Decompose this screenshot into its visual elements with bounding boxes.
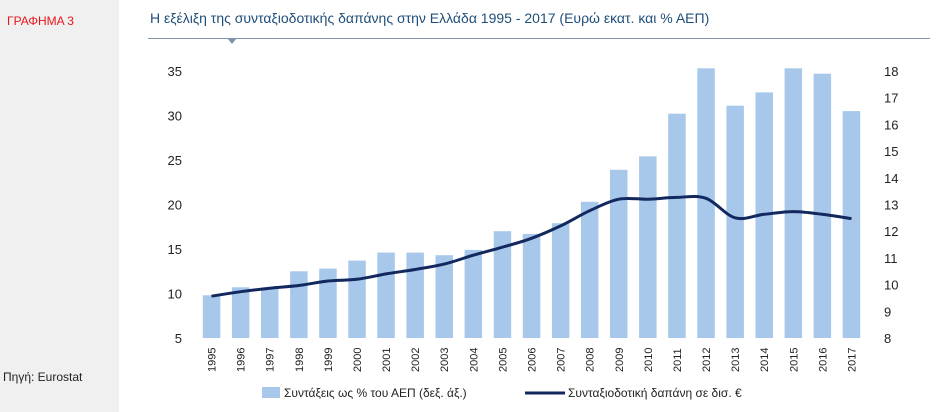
x-axis-tick: 2006 xyxy=(527,348,539,372)
bar-2003 xyxy=(435,255,453,338)
legend-bar-label: Συντάξεις ως % του ΑΕΠ (δεξ. άξ.) xyxy=(284,386,467,400)
right-axis-tick: 8 xyxy=(884,331,891,346)
x-axis-tick: 2017 xyxy=(847,348,859,372)
left-sidebar-panel: ΓΡΑΦΗΜΑ 3 Πηγή: Eurostat xyxy=(0,0,119,412)
right-axis-tick: 16 xyxy=(884,117,898,132)
bar-2008 xyxy=(580,201,599,338)
bar-2009 xyxy=(610,169,628,338)
bar-2012 xyxy=(697,68,715,339)
bar-2006 xyxy=(522,233,541,338)
bar-2002 xyxy=(406,252,424,338)
x-axis-tick: 1998 xyxy=(294,348,306,372)
bar-1997 xyxy=(261,287,279,338)
right-axis-tick: 14 xyxy=(884,171,898,186)
right-axis-tick: 13 xyxy=(884,198,898,213)
x-axis-tick: 2014 xyxy=(759,348,771,372)
left-axis-tick: 10 xyxy=(168,287,182,302)
x-axis-tick: 2001 xyxy=(381,348,393,372)
right-axis-tick: 15 xyxy=(884,144,898,159)
legend-line-label: Συνταξιοδοτική δαπάνη σε δισ. € xyxy=(568,386,742,400)
x-axis-tick: 2009 xyxy=(614,348,626,372)
x-axis-tick: 1997 xyxy=(265,348,277,372)
x-axis-tick: 1996 xyxy=(236,348,248,372)
x-axis-tick: 2000 xyxy=(352,348,364,372)
x-axis-tick: 2007 xyxy=(556,348,568,372)
left-axis-tick: 35 xyxy=(168,64,182,79)
chart-title: Η εξέλιξη της συνταξιοδοτικής δαπάνης στ… xyxy=(150,10,710,26)
x-axis-tick: 2011 xyxy=(672,348,684,372)
x-axis-tick: 2003 xyxy=(439,348,451,372)
right-axis-tick: 10 xyxy=(884,278,898,293)
bar-2017 xyxy=(842,111,861,338)
bar-2010 xyxy=(639,156,657,338)
x-axis-tick: 1999 xyxy=(323,348,335,372)
bar-2000 xyxy=(348,260,366,338)
x-axis-tick: 2008 xyxy=(585,348,597,372)
left-axis-tick: 25 xyxy=(168,153,182,168)
x-axis-tick: 2005 xyxy=(497,348,509,372)
x-axis-tick: 2012 xyxy=(701,348,713,372)
bar-2011 xyxy=(668,113,686,338)
pension-expenditure-line xyxy=(211,194,852,298)
left-axis-tick: 30 xyxy=(168,109,182,124)
x-axis-tick: 2002 xyxy=(410,348,422,372)
title-divider xyxy=(148,38,930,39)
bar-1999 xyxy=(319,268,337,338)
bar-2004 xyxy=(464,249,483,338)
left-axis-tick: 15 xyxy=(168,242,182,257)
x-axis-tick: 2010 xyxy=(643,348,655,372)
right-axis-tick: 11 xyxy=(884,251,898,266)
bar-1996 xyxy=(231,287,250,338)
bar-2013 xyxy=(726,105,744,338)
x-axis-tick: 2004 xyxy=(468,348,480,372)
bar-2001 xyxy=(377,252,395,338)
right-axis-tick: 12 xyxy=(884,224,898,239)
right-axis-tick: 18 xyxy=(884,64,898,79)
bar-1998 xyxy=(290,271,308,339)
left-axis-tick: 5 xyxy=(175,331,182,346)
right-axis-tick: 9 xyxy=(884,304,891,319)
bar-2016 xyxy=(813,73,832,338)
figure-label: ΓΡΑΦΗΜΑ 3 xyxy=(7,14,74,28)
legend-bar-swatch xyxy=(262,387,280,398)
title-notch-marker xyxy=(227,38,237,44)
x-axis-tick: 1995 xyxy=(207,348,219,372)
x-axis-tick: 2015 xyxy=(788,348,800,372)
x-axis-tick: 2016 xyxy=(817,348,829,372)
x-axis-tick: 2013 xyxy=(730,348,742,372)
bar-2005 xyxy=(493,231,512,338)
source-label: Πηγή: Eurostat xyxy=(3,370,83,384)
right-axis-tick: 17 xyxy=(884,91,898,106)
left-axis-tick: 20 xyxy=(168,198,182,213)
bar-1995 xyxy=(202,295,221,338)
bar-2007 xyxy=(551,223,570,338)
bar-2015 xyxy=(784,68,803,339)
